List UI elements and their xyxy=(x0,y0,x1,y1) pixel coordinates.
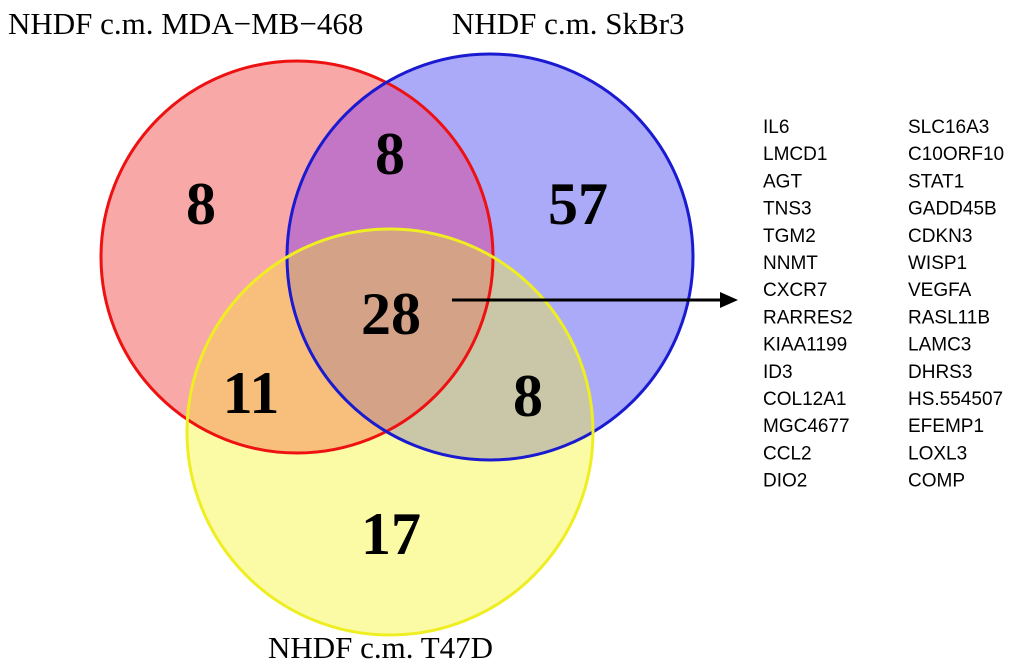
gene-item: EFEMP1 xyxy=(908,416,984,437)
gene-item: COL12A1 xyxy=(763,389,846,410)
gene-item: HS.554507 xyxy=(908,389,1003,410)
gene-item: LMCD1 xyxy=(763,144,827,165)
gene-item: NNMT xyxy=(763,253,818,274)
gene-item: KIAA1199 xyxy=(763,335,847,356)
gene-list-col1: IL6 LMCD1 AGT TNS3 TGM2 NNMT CXCR7 RARRES2 KIAA1… xyxy=(763,117,853,492)
gene-item: WISP1 xyxy=(908,253,967,274)
arrow-head xyxy=(720,292,738,308)
gene-item: TNS3 xyxy=(763,199,812,220)
set-t47d-outline xyxy=(185,227,595,637)
label-skbr3: NHDF c.m. SkBr3 xyxy=(452,6,685,41)
gene-item: COMP xyxy=(908,471,965,492)
gene-item: TGM2 xyxy=(763,226,816,247)
gene-item: CDKN3 xyxy=(908,226,972,247)
count-mda-t47d: 11 xyxy=(223,360,280,426)
gene-item: DIO2 xyxy=(763,471,807,492)
gene-item: LOXL3 xyxy=(908,443,967,464)
gene-item: ID3 xyxy=(763,362,793,383)
count-skbr3-t47d: 8 xyxy=(513,363,543,429)
gene-item: AGT xyxy=(763,171,802,192)
count-skbr3-only: 57 xyxy=(548,171,608,237)
gene-item: IL6 xyxy=(763,117,789,138)
gene-item: GADD45B xyxy=(908,199,997,220)
gene-item: VEGFA xyxy=(908,280,972,301)
gene-item: STAT1 xyxy=(908,171,964,192)
label-mda: NHDF c.m. MDA−MB−468 xyxy=(8,6,363,41)
gene-list: IL6 LMCD1 AGT TNS3 TGM2 NNMT CXCR7 RARRES2 KIAA1… xyxy=(763,117,1004,492)
gene-item: LAMC3 xyxy=(908,335,971,356)
label-t47d: NHDF c.m. T47D xyxy=(268,630,493,665)
gene-item: RARRES2 xyxy=(763,307,853,328)
count-all-three: 28 xyxy=(361,281,421,347)
count-t47d-only: 17 xyxy=(361,501,421,567)
count-mda-skbr3: 8 xyxy=(375,121,405,187)
gene-item: MGC4677 xyxy=(763,416,850,437)
gene-item: CCL2 xyxy=(763,443,812,464)
gene-item: CXCR7 xyxy=(763,280,827,301)
count-mda-only: 8 xyxy=(186,171,216,237)
gene-item: C10ORF10 xyxy=(908,144,1004,165)
gene-list-col2: SLC16A3 C10ORF10 STAT1 GADD45B CDKN3 WISP1 VEG… xyxy=(908,117,1004,492)
gene-item: DHRS3 xyxy=(908,362,972,383)
gene-item: RASL11B xyxy=(908,307,990,328)
gene-item: SLC16A3 xyxy=(908,117,989,138)
